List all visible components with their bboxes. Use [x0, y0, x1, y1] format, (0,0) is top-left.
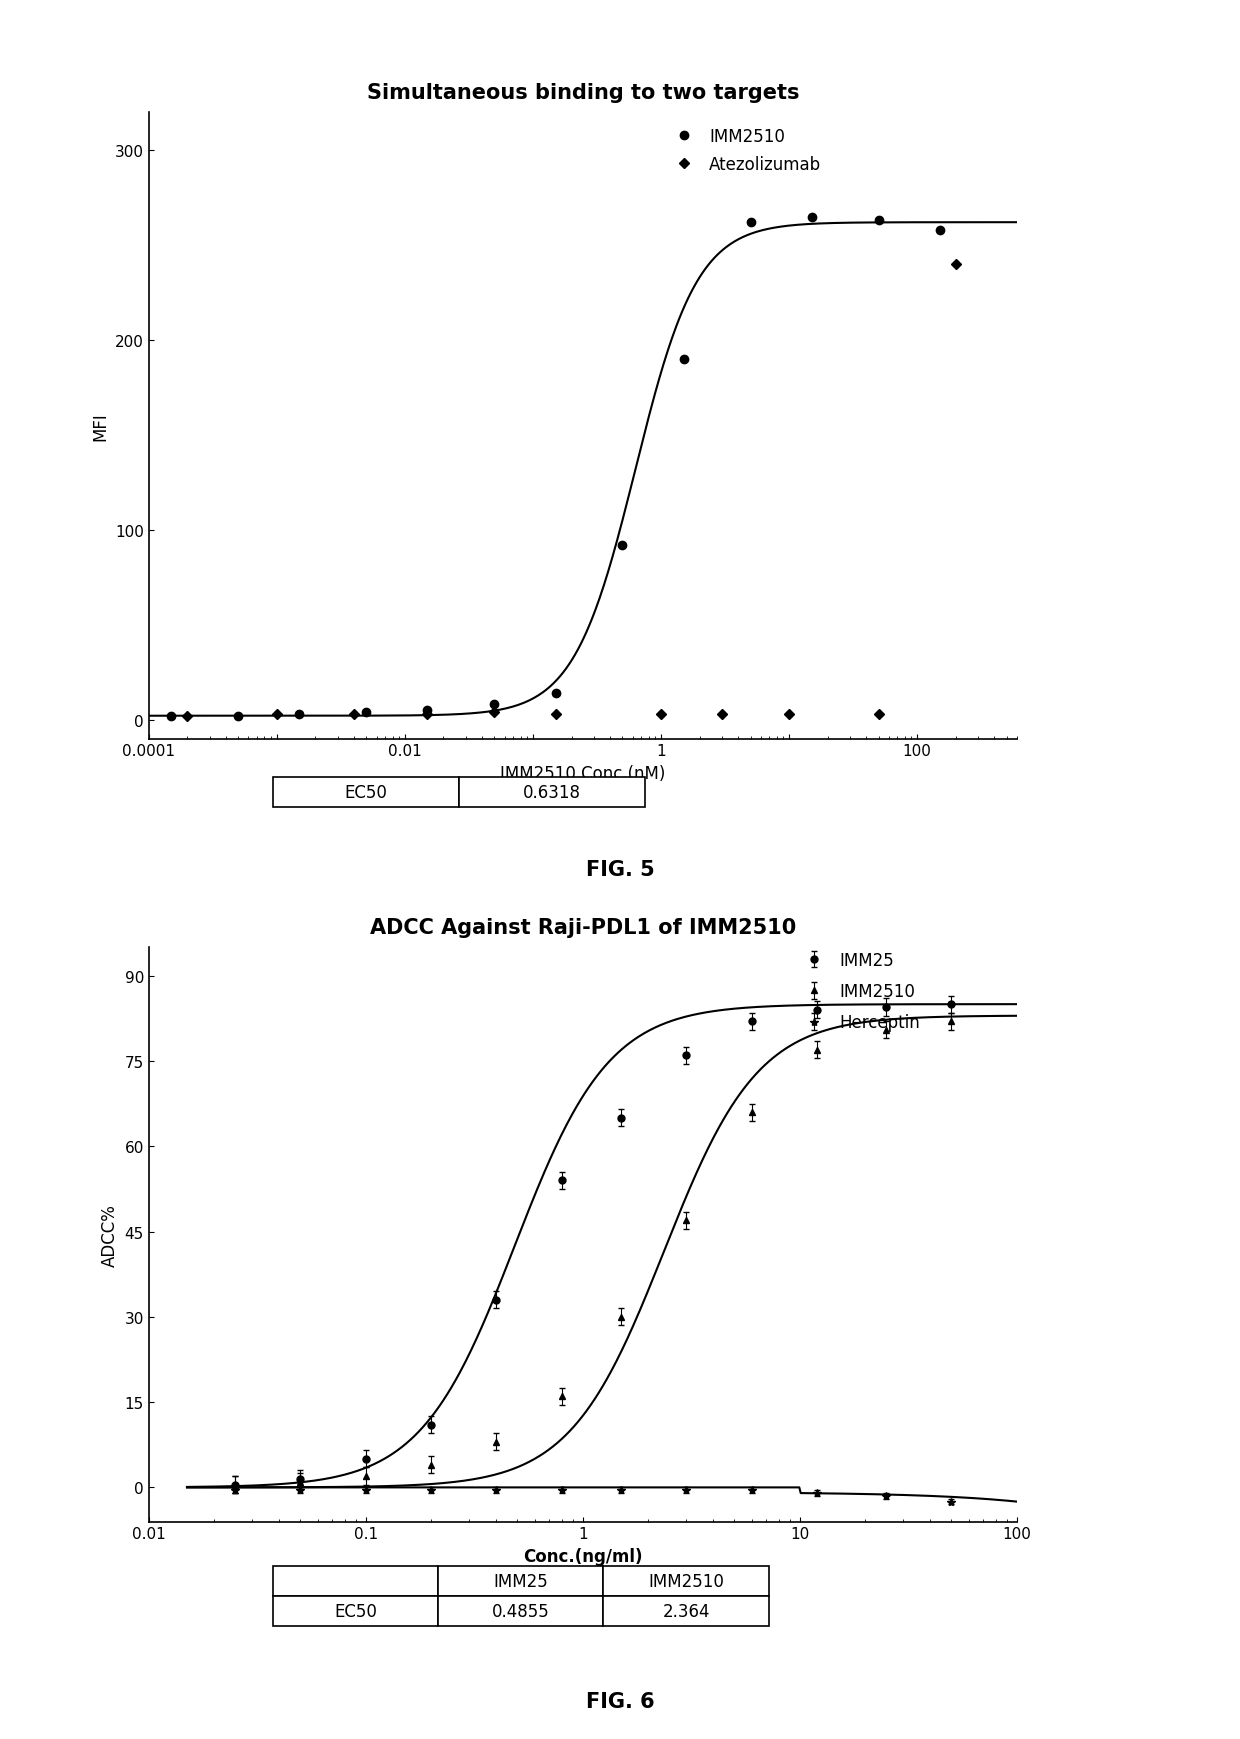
Text: FIG. 5: FIG. 5	[585, 859, 655, 880]
IMM2510	[548, 683, 563, 704]
IMM2510	[676, 350, 691, 370]
Atezolizumab	[548, 704, 563, 725]
IMM2510	[420, 701, 435, 722]
Text: FIG. 6: FIG. 6	[585, 1690, 655, 1711]
IMM2510	[291, 704, 306, 725]
Atezolizumab	[714, 704, 729, 725]
IMM2510	[805, 207, 820, 228]
Legend: IMM25, IMM2510, Herceptin: IMM25, IMM2510, Herceptin	[791, 944, 926, 1038]
IMM2510	[615, 536, 630, 556]
IMM2510	[487, 694, 502, 715]
Line: Atezolizumab: Atezolizumab	[184, 261, 960, 720]
IMM2510	[743, 212, 758, 233]
IMM2510	[358, 703, 373, 723]
IMM2510	[164, 706, 179, 727]
Atezolizumab	[180, 706, 195, 727]
Title: ADCC Against Raji-PDL1 of IMM2510: ADCC Against Raji-PDL1 of IMM2510	[370, 918, 796, 937]
Atezolizumab	[420, 704, 435, 725]
Y-axis label: MFI: MFI	[92, 412, 109, 440]
Atezolizumab	[487, 703, 502, 723]
IMM2510	[231, 706, 246, 727]
Atezolizumab	[872, 704, 887, 725]
Atezolizumab	[346, 704, 361, 725]
IMM2510	[932, 221, 947, 242]
X-axis label: IMM2510 Conc.(nM): IMM2510 Conc.(nM)	[500, 765, 666, 783]
IMM2510	[872, 210, 887, 231]
Atezolizumab	[949, 254, 963, 275]
Y-axis label: ADCC%: ADCC%	[100, 1203, 119, 1266]
Line: IMM2510: IMM2510	[167, 214, 944, 720]
Legend: IMM2510, Atezolizumab: IMM2510, Atezolizumab	[661, 122, 827, 181]
Atezolizumab	[781, 704, 796, 725]
Title: Simultaneous binding to two targets: Simultaneous binding to two targets	[367, 83, 799, 103]
Atezolizumab	[653, 704, 668, 725]
X-axis label: Conc.(ng/ml): Conc.(ng/ml)	[523, 1548, 642, 1565]
Atezolizumab	[269, 704, 284, 725]
